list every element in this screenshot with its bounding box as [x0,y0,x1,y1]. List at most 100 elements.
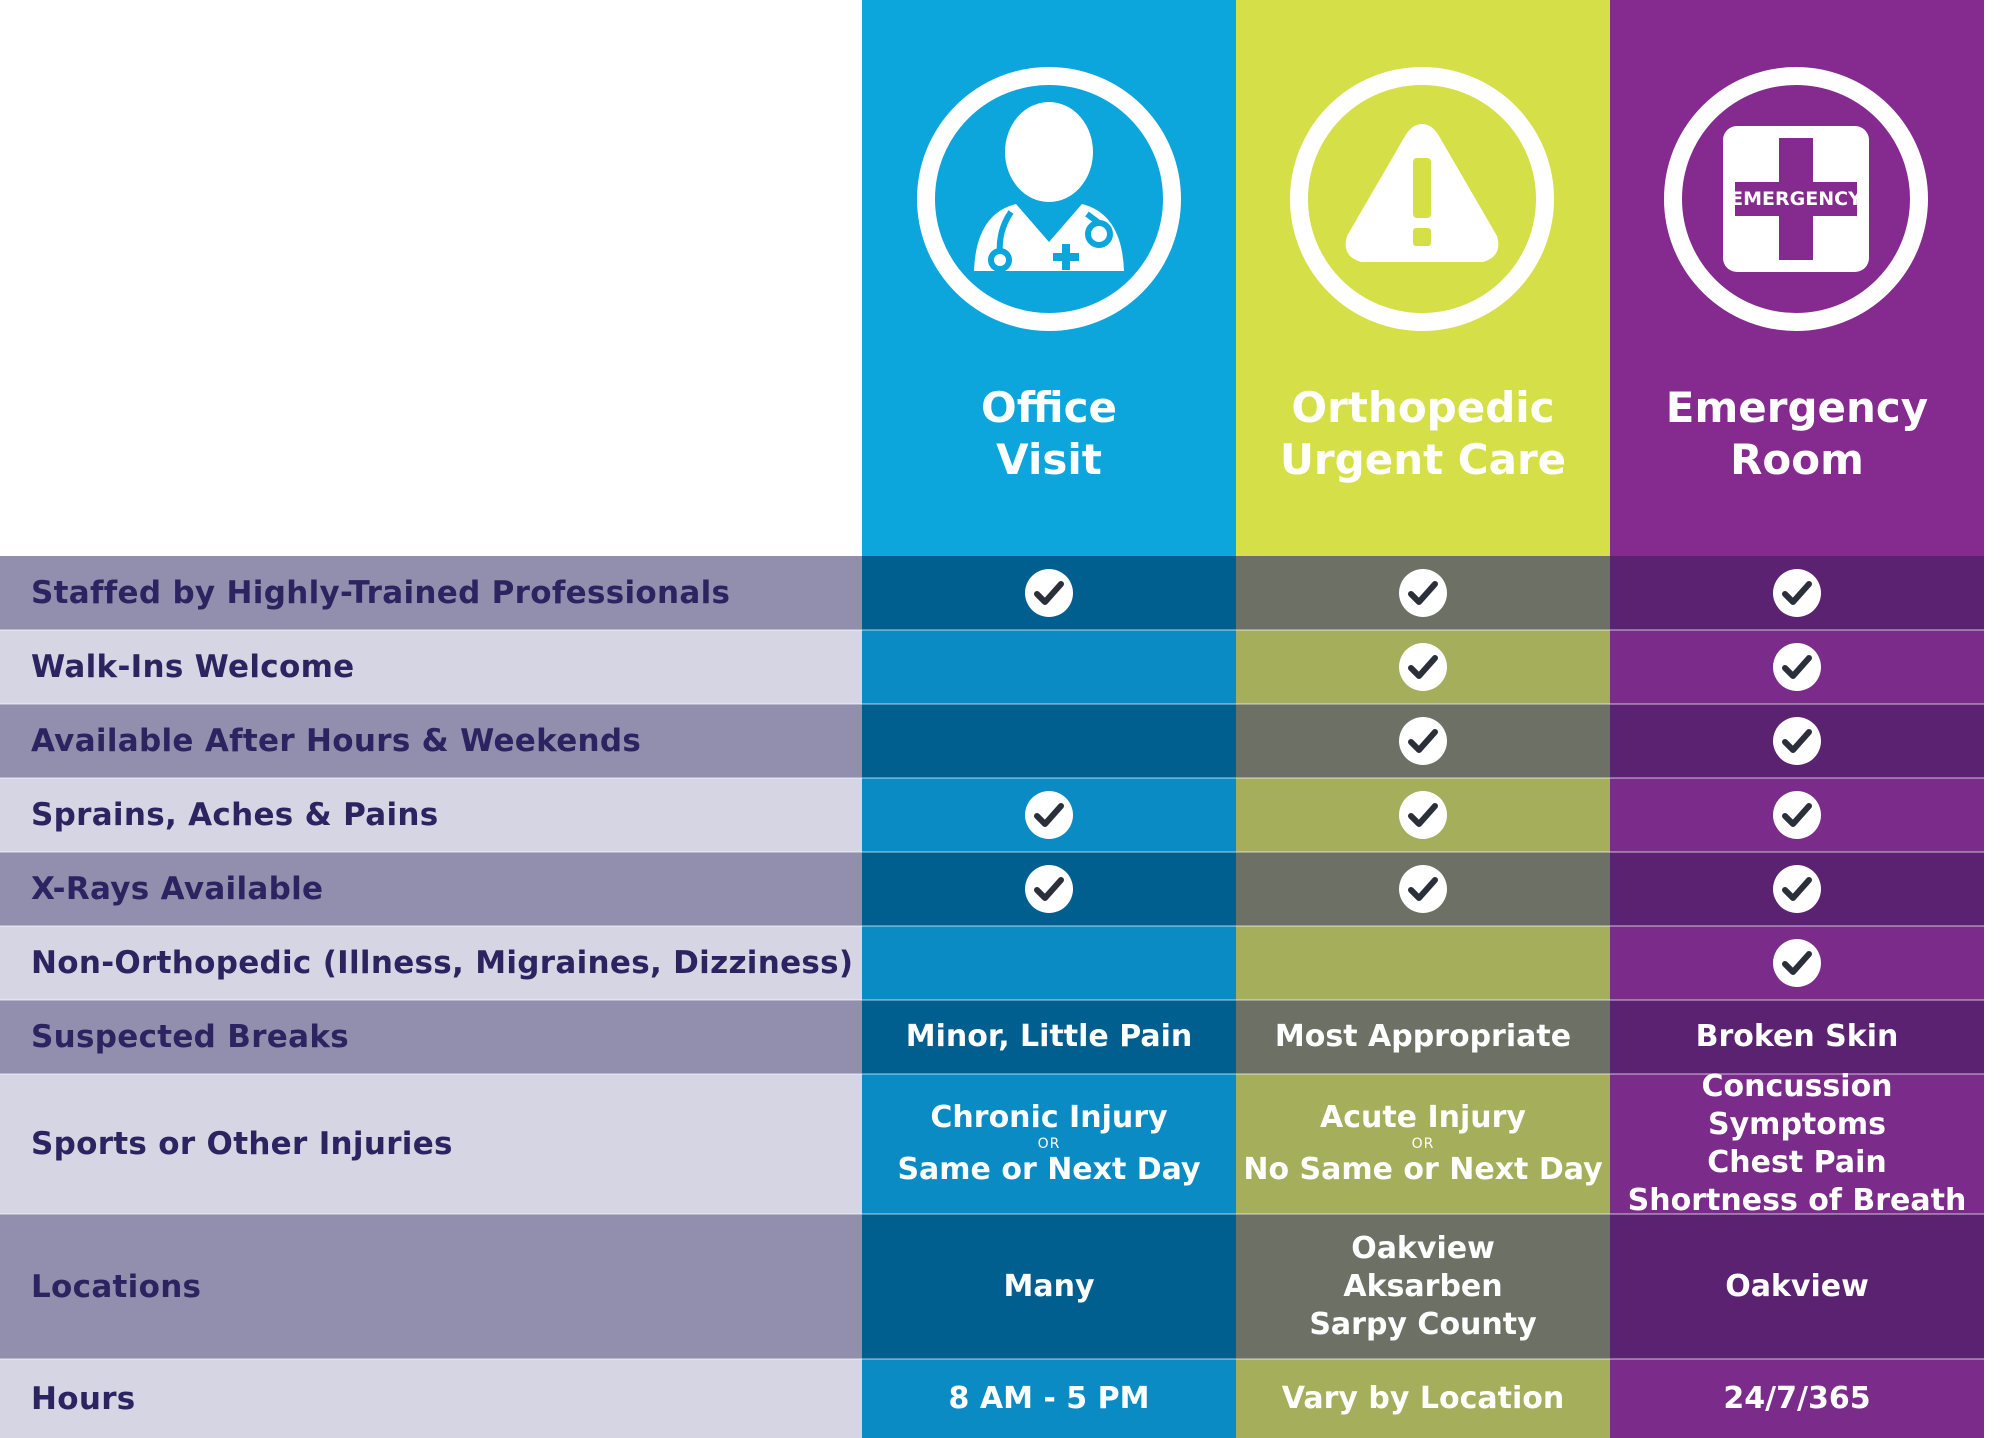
cell-text: Chest Pain [1707,1145,1887,1180]
table-cell-ortho: Vary by Location [1236,1359,1610,1438]
row-label: Non-Orthopedic (Illness, Migraines, Dizz… [0,926,862,1000]
table-cell-er [1610,926,1984,1000]
checkmark-icon [1025,569,1073,617]
table-cell-office [862,852,1236,926]
office-visit-title: Office Visit [862,382,1236,486]
row-divider [0,777,1984,779]
emergency-room-title-line: Emergency [1665,383,1929,432]
table-row: Walk-Ins Welcome [0,630,1984,704]
row-label: Available After Hours & Weekends [0,704,862,778]
table-cell-office: Chronic Injury OR Same or Next Day [862,1074,1236,1214]
row-label: Hours [0,1359,862,1438]
cell-text: Minor, Little Pain [905,1019,1193,1054]
or-separator: OR [1037,1136,1061,1152]
orthopedic-urgent-care-title: Orthopedic Urgent Care [1236,382,1610,486]
table-cell-office [862,704,1236,778]
row-divider [0,925,1984,927]
office-visit-title-line: Visit [996,435,1102,484]
table-cell-ortho [1236,778,1610,852]
warning-icon [1290,67,1554,331]
checkmark-icon [1399,865,1447,913]
table-row: Sprains, Aches & Pains [0,778,1984,852]
cell-text: No Same or Next Day [1243,1152,1603,1187]
row-label: X-Rays Available [0,852,862,926]
cell-text: Same or Next Day [897,1152,1201,1187]
checkmark-icon [1773,643,1821,691]
table-cell-ortho [1236,630,1610,704]
cell-text: 8 AM - 5 PM [948,1380,1150,1416]
table-cell-er [1610,778,1984,852]
table-cell-office: Many [862,1214,1236,1359]
cell-text: Oakview [1725,1268,1869,1304]
table-row: Non-Orthopedic (Illness, Migraines, Dizz… [0,926,1984,1000]
table-row: Staffed by Highly-Trained Professionals [0,556,1984,630]
emergency-room-title: Emergency Room [1610,382,1984,486]
cell-text: Oakview [1351,1230,1495,1266]
checkmark-icon [1025,791,1073,839]
table-cell-ortho [1236,926,1610,1000]
checkmark-icon [1399,791,1447,839]
cell-text: Many [1003,1268,1095,1304]
cell-text: Vary by Location [1281,1380,1565,1416]
row-divider [0,999,1984,1001]
row-label: Walk-Ins Welcome [0,630,862,704]
row-label: Locations [0,1214,862,1359]
row-label: Staffed by Highly-Trained Professionals [0,556,862,630]
cell-text: Concussion Symptoms [1701,1069,1893,1142]
checkmark-icon [1399,569,1447,617]
table-cell-office [862,926,1236,1000]
table-row: Hours 8 AM - 5 PM Vary by Location 24/7/365 [0,1359,1984,1438]
checkmark-icon [1773,939,1821,987]
row-label: Sports or Other Injuries [0,1074,862,1214]
checkmark-icon [1399,643,1447,691]
cell-text: Shortness of Breath [1627,1183,1967,1218]
table-cell-er: Concussion Symptoms Chest Pain Shortness o… [1610,1069,1984,1218]
emergency-icon-label: EMERGENCY [1730,188,1862,210]
checkmark-icon [1773,865,1821,913]
table-cell-office [862,630,1236,704]
cell-text: Most Appropriate [1274,1019,1572,1054]
table-cell-er [1610,556,1984,630]
orthopedic-urgent-care-title-line: Urgent Care [1279,435,1567,484]
table-row: Sports or Other Injuries Chronic Injury OR… [0,1069,1984,1218]
table-cell-ortho: Oakview Aksarben Sarpy County [1236,1214,1610,1359]
checkmark-icon [1773,569,1821,617]
emergency-icon: EMERGENCY [1664,67,1928,331]
office-visit-title-line: Office [981,383,1117,432]
table-cell-ortho [1236,704,1610,778]
checkmark-icon [1773,717,1821,765]
row-divider [0,629,1984,631]
cell-text: Aksarben [1343,1268,1503,1304]
or-separator: OR [1411,1136,1435,1152]
table-cell-er [1610,704,1984,778]
row-divider [0,1358,1984,1360]
table-cell-er: Oakview [1610,1214,1984,1359]
cell-text: Broken Skin [1695,1019,1899,1054]
table-cell-office: 8 AM - 5 PM [862,1359,1236,1438]
table-cell-office [862,778,1236,852]
row-label: Sprains, Aches & Pains [0,778,862,852]
table-row: X-Rays Available [0,852,1984,926]
row-divider [0,1213,1984,1215]
row-divider [0,703,1984,705]
orthopedic-urgent-care-title-line: Orthopedic [1291,383,1555,432]
checkmark-icon [1399,717,1447,765]
row-divider [0,1073,1984,1075]
cell-text: Acute Injury [1319,1100,1526,1135]
emergency-room-title-line: Room [1730,435,1864,484]
table-cell-er [1610,852,1984,926]
table-row: Locations Many Oakview Aksarben Sarpy County… [0,1214,1984,1359]
table-row: Available After Hours & Weekends [0,704,1984,778]
table-cell-er: Broken Skin [1610,1000,1984,1074]
table-cell-ortho: Acute Injury OR No Same or Next Day [1236,1074,1610,1214]
checkmark-icon [1773,791,1821,839]
table-cell-ortho: Most Appropriate [1236,1000,1610,1074]
cell-text: 24/7/365 [1723,1380,1871,1416]
table-cell-ortho [1236,556,1610,630]
doctor-icon [917,67,1181,331]
row-label: Suspected Breaks [0,1000,862,1074]
table-cell-ortho [1236,852,1610,926]
table-cell-er: 24/7/365 [1610,1359,1984,1438]
cell-text: Sarpy County [1309,1306,1537,1342]
